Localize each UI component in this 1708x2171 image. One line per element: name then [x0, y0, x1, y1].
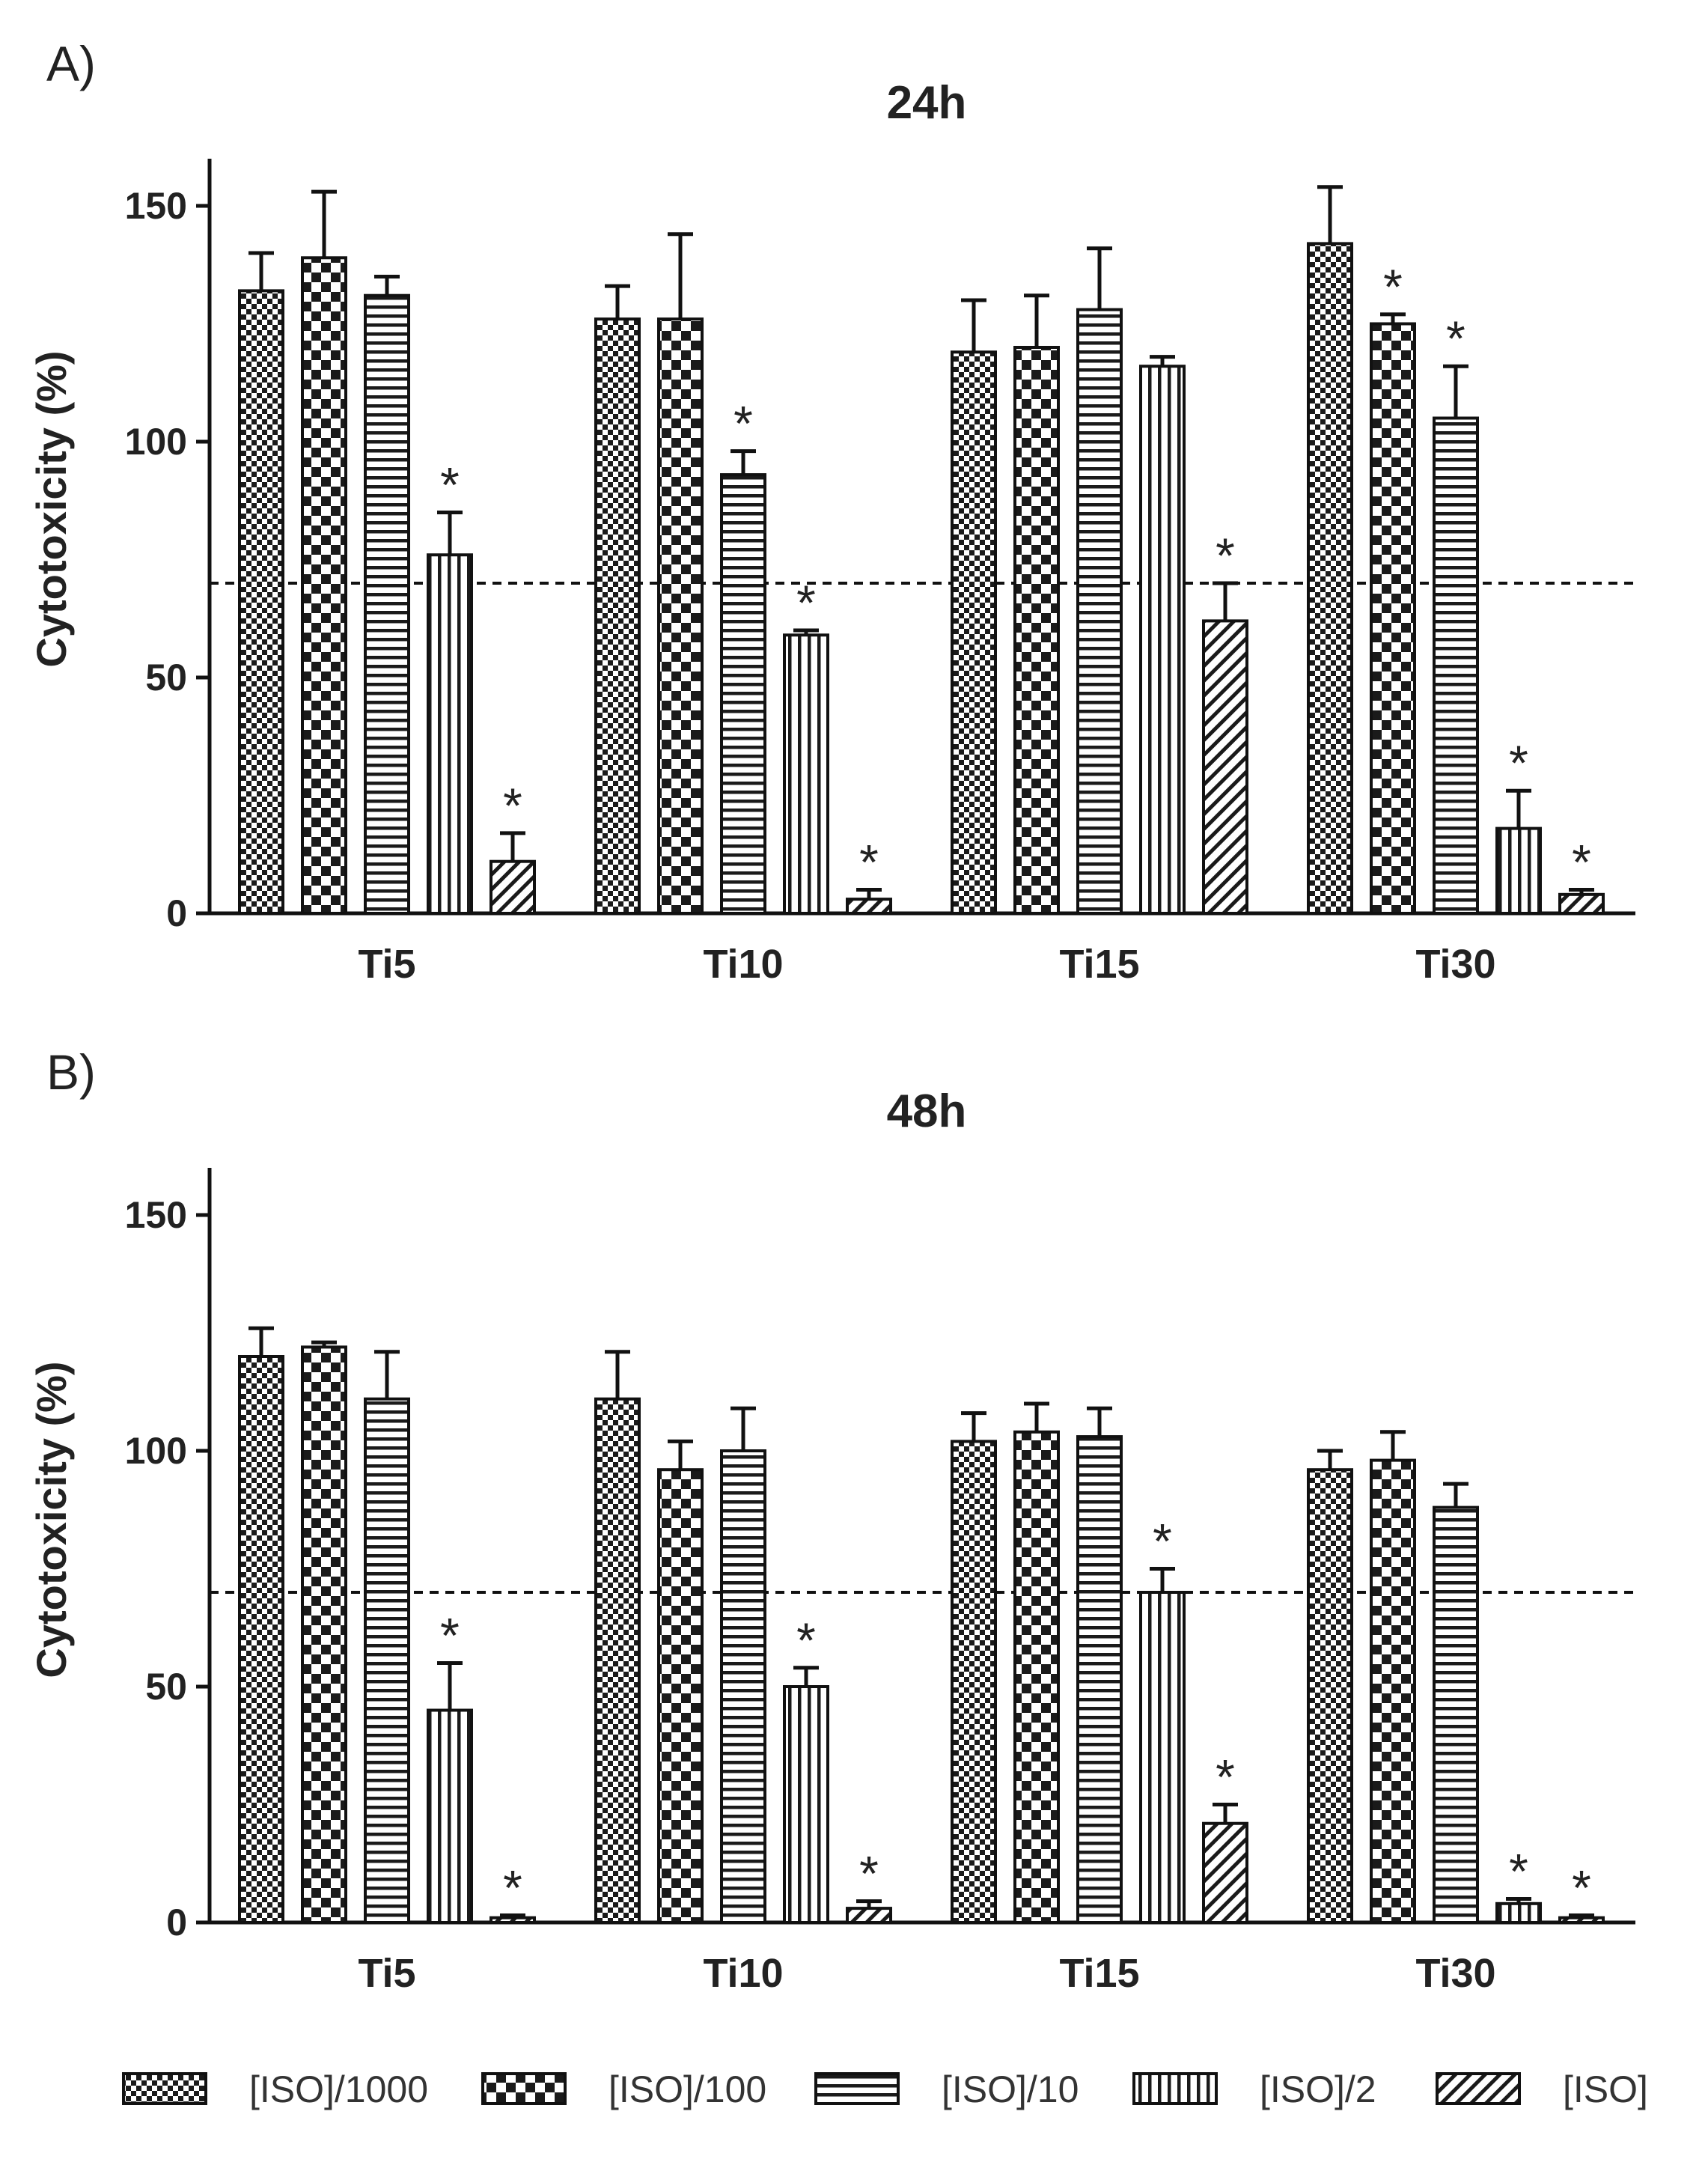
significance-star: * [796, 575, 816, 630]
bar-ti30-diagonal [1558, 1916, 1605, 1924]
legend-label: [ISO] [1563, 2068, 1648, 2110]
y-tick-label: 100 [125, 421, 187, 463]
legend-swatch-fine-check [122, 2072, 207, 2105]
panel-48h: B) 48h Cytotoxicity (%) 0 50 100 150 * * Ti5 * *… [28, 1044, 1635, 1996]
bar-ti15-coarse-check [1013, 1430, 1060, 1925]
y-tick-label: 0 [166, 892, 187, 934]
bar-ti10-diagonal [846, 898, 892, 915]
legend-swatch-diagonal [1436, 2072, 1521, 2105]
bar-ti30-hstripe [1433, 1505, 1479, 1924]
significance-star: * [1216, 528, 1235, 583]
significance-star: * [1572, 835, 1591, 890]
bar-ti10-fine-check [594, 1397, 641, 1924]
x-tick-label: Ti5 [358, 942, 415, 987]
bar-ti5-coarse-check [301, 256, 347, 915]
x-tick-label: Ti15 [1059, 942, 1139, 987]
bar-ti30-coarse-check [1370, 322, 1416, 915]
bar-ti15-fine-check [951, 1440, 997, 1924]
bar-ti30-vstripe [1495, 1901, 1542, 1925]
chart-title: 48h [887, 1086, 967, 1137]
significance-star: * [1509, 735, 1528, 791]
x-tick-label: Ti10 [703, 942, 783, 987]
bar-ti15-coarse-check [1013, 346, 1060, 915]
bar-ti30-hstripe [1433, 416, 1479, 915]
bar-ti5-vstripe [427, 1708, 473, 1924]
bar-ti15-vstripe [1139, 1591, 1186, 1924]
significance-star: * [1153, 1514, 1172, 1569]
significance-star: * [859, 1846, 879, 1901]
significance-star: * [1383, 259, 1403, 314]
legend-swatch-hstripe [814, 2072, 900, 2105]
legend-swatch-coarse-check [481, 2072, 567, 2105]
y-axis-label: Cytotoxicity (%) [28, 350, 75, 667]
y-tick-label: 150 [125, 185, 187, 227]
bar-ti30-diagonal [1558, 892, 1605, 916]
x-tick-label: Ti30 [1415, 942, 1495, 987]
significance-star: * [859, 835, 879, 890]
bar-ti5-fine-check [238, 289, 284, 915]
bar-ti15-diagonal [1202, 619, 1248, 916]
bar-ti30-coarse-check [1370, 1458, 1416, 1924]
panel-label: A) [46, 36, 96, 91]
legend-label: [ISO]/2 [1260, 2068, 1376, 2110]
bar-ti10-hstripe [720, 473, 766, 915]
bar-ti30-vstripe [1495, 826, 1542, 915]
bar-ti5-vstripe [427, 553, 473, 915]
bar-ti10-vstripe [783, 633, 829, 915]
legend-swatch-vstripe [1132, 2072, 1218, 2105]
y-axis-label: Cytotoxicity (%) [28, 1361, 75, 1678]
panel-24h: A) 24h Cytotoxicity (%) 0 50 100 150 * * Ti5 * *… [28, 36, 1635, 987]
bar-ti5-diagonal [489, 859, 536, 915]
bar-ti30-fine-check [1307, 242, 1353, 915]
significance-star: * [1509, 1844, 1528, 1899]
legend-label: [ISO]/10 [942, 2068, 1079, 2110]
bar-ti10-vstripe [783, 1685, 829, 1924]
bar-ti15-diagonal [1202, 1821, 1248, 1924]
bar-ti10-coarse-check [657, 317, 704, 915]
legend: [ISO]/1000 [ISO]/100 [ISO]/10 [ISO]/2 [ISO] [122, 2068, 1648, 2110]
bar-ti10-coarse-check [657, 1468, 704, 1924]
y-tick-label: 50 [145, 657, 187, 698]
bar-ti30-fine-check [1307, 1468, 1353, 1924]
significance-star: * [733, 396, 753, 451]
bar-ti5-coarse-check [301, 1345, 347, 1924]
significance-star: * [503, 778, 522, 833]
bar-ti5-diagonal [489, 1916, 536, 1924]
bar-ti15-fine-check [951, 350, 997, 915]
y-tick-label: 100 [125, 1430, 187, 1472]
x-tick-label: Ti5 [358, 1951, 415, 1996]
y-tick-label: 150 [125, 1194, 187, 1236]
bar-ti15-hstripe [1076, 308, 1123, 916]
bar-ti5-hstripe [364, 293, 410, 915]
significance-star: * [440, 1608, 460, 1663]
x-tick-label: Ti10 [703, 1951, 783, 1996]
significance-star: * [796, 1613, 816, 1668]
legend-label: [ISO]/1000 [249, 2068, 428, 2110]
bar-ti5-fine-check [238, 1355, 284, 1924]
bar-ti15-hstripe [1076, 1435, 1123, 1924]
significance-star: * [1572, 1860, 1591, 1916]
y-tick-label: 50 [145, 1666, 187, 1708]
chart-title: 24h [887, 77, 967, 129]
legend-label: [ISO]/100 [609, 2068, 766, 2110]
bar-ti10-hstripe [720, 1449, 766, 1924]
x-tick-label: Ti15 [1059, 1951, 1139, 1996]
bar-ti10-diagonal [846, 1907, 892, 1925]
significance-star: * [440, 457, 460, 513]
significance-star: * [1216, 1750, 1235, 1805]
panel-label: B) [46, 1044, 96, 1100]
significance-star: * [503, 1860, 522, 1916]
significance-star: * [1446, 311, 1465, 366]
bar-ti15-vstripe [1139, 365, 1186, 915]
bar-ti5-hstripe [364, 1397, 410, 1924]
x-tick-label: Ti30 [1415, 1951, 1495, 1996]
y-tick-label: 0 [166, 1901, 187, 1943]
bar-ti10-fine-check [594, 317, 641, 915]
